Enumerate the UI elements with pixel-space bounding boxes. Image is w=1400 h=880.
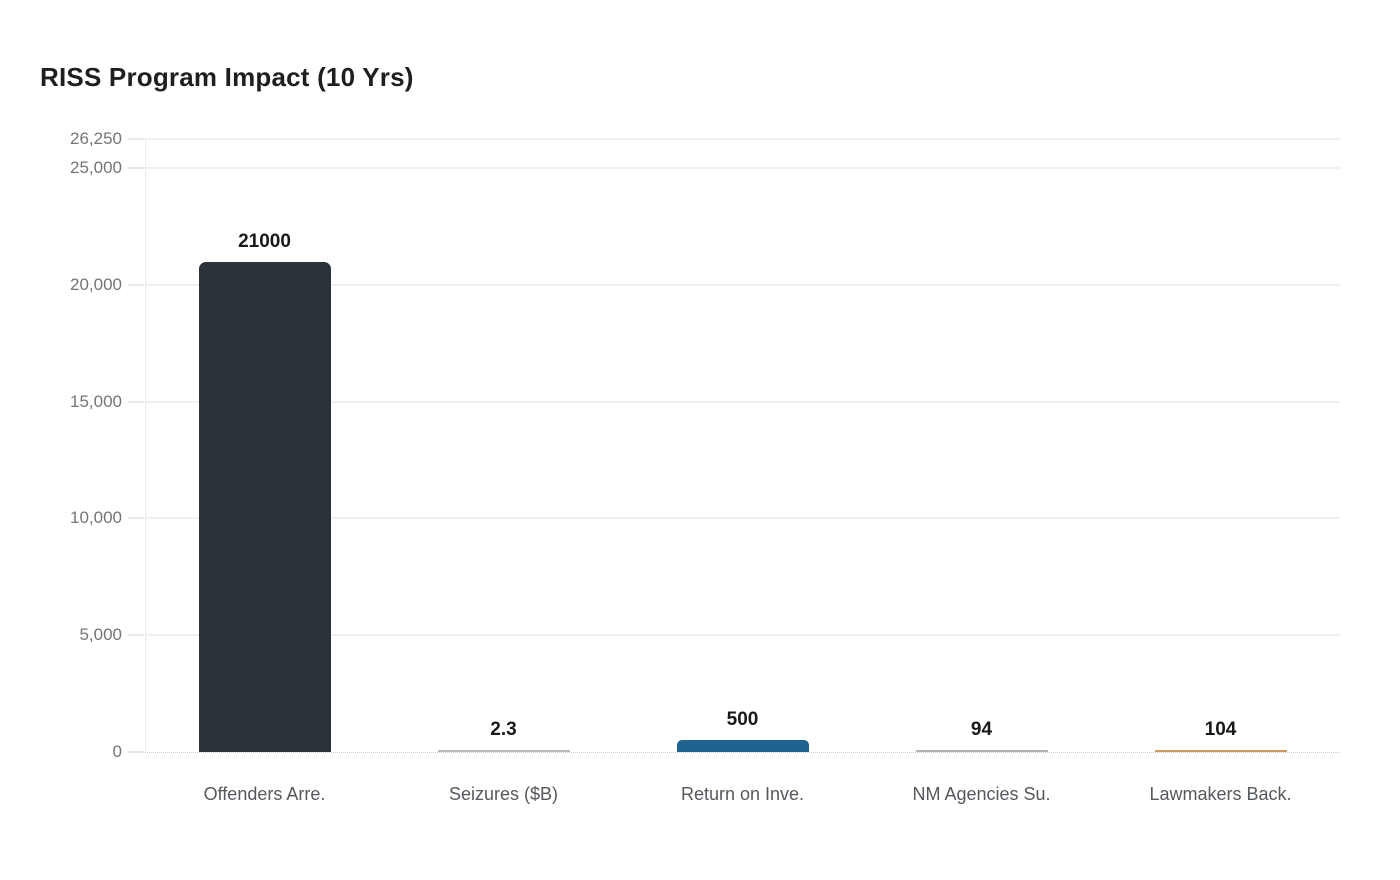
bar-seizures-b[interactable] bbox=[437, 749, 570, 752]
gridline bbox=[145, 283, 1340, 286]
chart-title: RISS Program Impact (10 Yrs) bbox=[40, 62, 414, 92]
gridline bbox=[145, 167, 1340, 170]
bar-value-label-seizures-b: 2.3 bbox=[490, 718, 517, 740]
bar-value-label-lawmakers-back: 104 bbox=[1204, 718, 1237, 740]
bar-value-label-return-on-inve: 500 bbox=[726, 709, 759, 731]
y-axis-tick-label: 20,000 bbox=[70, 274, 122, 294]
y-axis-tick-mark bbox=[128, 283, 144, 286]
y-axis-tick-mark bbox=[128, 167, 144, 170]
bar-lawmakers-back[interactable] bbox=[1154, 749, 1287, 752]
x-axis-label-return-on-inve: Return on Inve. bbox=[680, 784, 805, 804]
y-axis-tick-mark bbox=[128, 517, 144, 520]
y-axis-tick-label: 0 bbox=[112, 742, 122, 761]
bar-nm-agencies-su[interactable] bbox=[915, 749, 1048, 752]
gridline bbox=[145, 138, 1340, 140]
x-axis-label-lawmakers-back: Lawmakers Back. bbox=[1149, 784, 1292, 804]
bar-value-label-nm-agencies-su: 94 bbox=[970, 718, 993, 740]
gridline bbox=[145, 400, 1340, 403]
y-axis-tick-label: 25,000 bbox=[70, 158, 122, 178]
y-axis-tick-mark bbox=[128, 400, 144, 403]
y-axis-tick-label: 5,000 bbox=[79, 625, 122, 645]
y-axis-tick-mark bbox=[128, 751, 144, 753]
gridline bbox=[145, 634, 1340, 637]
y-axis-tick-label: 15,000 bbox=[70, 391, 122, 411]
y-axis-tick-label: 10,000 bbox=[70, 508, 122, 528]
x-axis-baseline bbox=[145, 752, 1340, 753]
bar-return-on-inve[interactable] bbox=[676, 740, 809, 752]
x-axis-label-seizures-b: Seizures ($B) bbox=[448, 784, 559, 804]
bar-offenders-arre[interactable] bbox=[198, 261, 331, 752]
y-axis-tick-mark bbox=[128, 634, 144, 637]
y-axis-tick-label: 26,250 bbox=[70, 129, 122, 148]
gridline bbox=[145, 517, 1340, 520]
x-axis-label-offenders-arre: Offenders Arre. bbox=[203, 784, 326, 804]
x-axis-label-nm-agencies-su: NM Agencies Su. bbox=[912, 784, 1051, 804]
y-axis-line bbox=[145, 139, 146, 752]
y-axis-tick-mark bbox=[128, 138, 144, 140]
bar-value-label-offenders-arre: 21000 bbox=[238, 230, 291, 252]
